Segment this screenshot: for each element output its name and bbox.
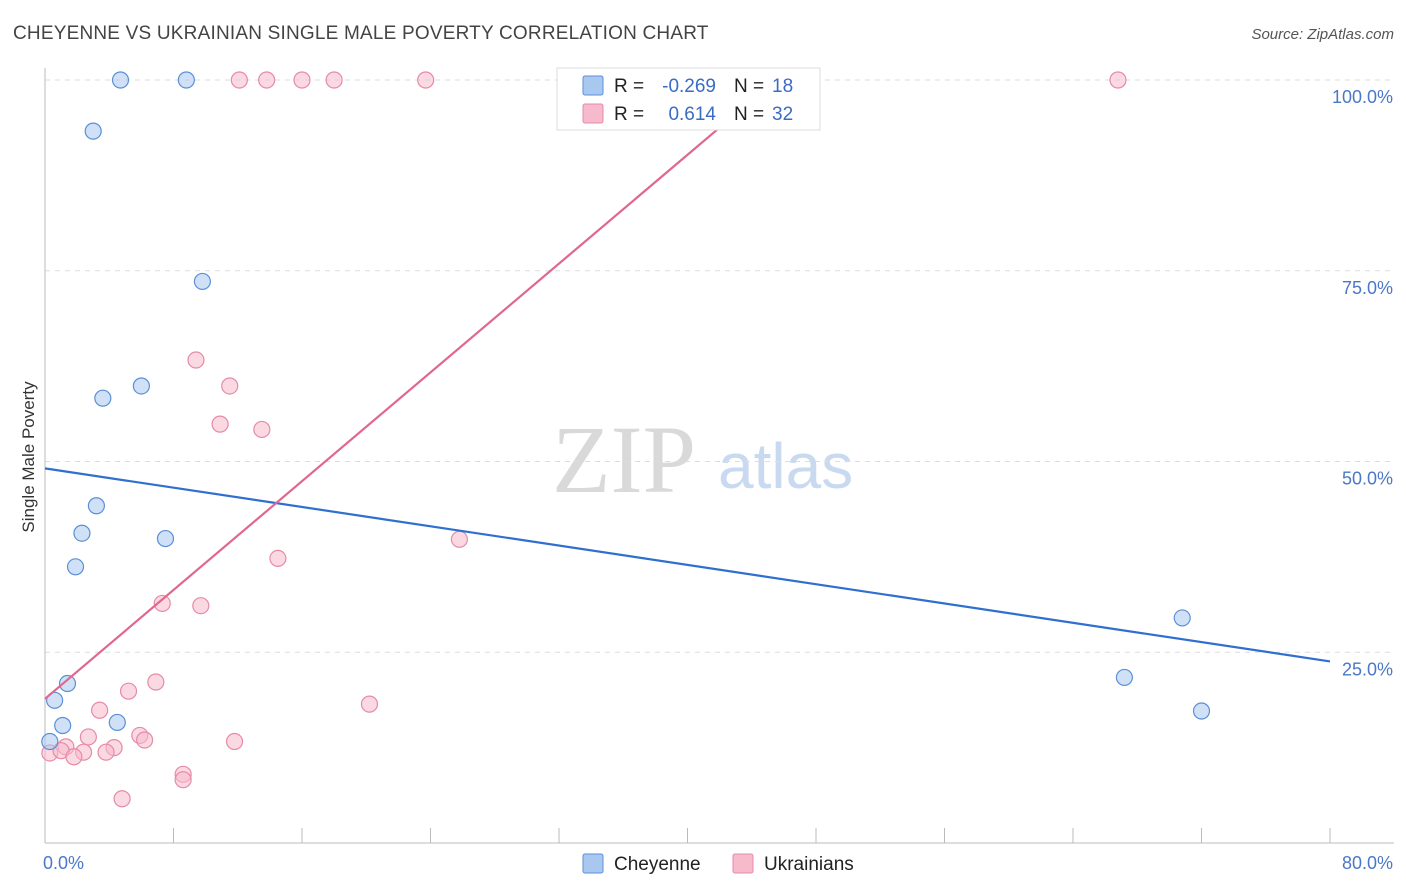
legend-cheyenne-swatch (582, 853, 604, 874)
stats-ukrainians-r-label: R = (614, 104, 644, 125)
y-axis-label: Single Male Poverty (19, 381, 38, 533)
ukrainians-point-17 (360, 695, 379, 713)
ukrainians-point-28 (97, 743, 115, 761)
ukrainians-point-11 (269, 549, 287, 568)
y-tick-label-1: 50.0% (1342, 469, 1393, 489)
stats-ukrainians-r-value: 0.614 (668, 104, 716, 125)
series-cheyenne-points (41, 71, 1211, 751)
cheyenne-point-5 (94, 389, 112, 407)
legend-cheyenne-label: Cheyenne (614, 854, 701, 875)
ukrainians-point-2 (293, 71, 311, 89)
cheyenne-point-2 (84, 122, 102, 140)
chart-title: CHEYENNE VS UKRAINIAN SINGLE MALE POVERT… (13, 23, 709, 44)
legend-ukrainians-swatch (732, 853, 754, 874)
series-ukrainians-points (41, 71, 1127, 808)
ukrainians-point-18 (79, 728, 97, 746)
ukrainians-point-6 (187, 351, 205, 369)
source-label: Source: ZipAtlas.com (1251, 26, 1394, 43)
cheyenne-point-17 (1192, 702, 1211, 720)
cheyenne-point-14 (41, 732, 59, 751)
ukrainians-point-0 (230, 71, 248, 89)
legend: Cheyenne Ukrainians (582, 853, 854, 875)
cheyenne-point-8 (156, 529, 175, 548)
ukrainians-point-14 (147, 673, 165, 691)
y-tick-labels: 25.0% 50.0% 75.0% 100.0% (1332, 87, 1393, 679)
ukrainians-point-4 (417, 71, 435, 89)
cheyenne-point-13 (108, 713, 126, 732)
ukrainians-point-3 (325, 71, 343, 89)
x-tick-label-0: 0.0% (43, 853, 84, 873)
stats-cheyenne-n-label: N = (734, 76, 764, 97)
trendlines (44, 79, 1331, 700)
cheyenne-point-15 (1115, 668, 1134, 687)
ukrainians-point-15 (119, 682, 138, 700)
ukrainians-point-31 (113, 790, 131, 808)
x-tick-labels: 0.0% 80.0% (43, 853, 1393, 873)
ukrainians-point-13 (192, 597, 210, 615)
ukrainians-point-27 (65, 748, 83, 766)
stats-cheyenne-r-label: R = (614, 76, 644, 97)
cheyenne-point-11 (46, 691, 64, 709)
stats-cheyenne-r-value: -0.269 (662, 76, 716, 97)
cheyenne-point-7 (73, 524, 91, 542)
ukrainians-point-20 (135, 731, 154, 749)
ukrainians-point-16 (91, 701, 109, 719)
y-tick-label-3: 100.0% (1332, 87, 1393, 107)
cheyenne-point-12 (54, 716, 72, 735)
axes (44, 68, 1394, 844)
ukrainians-point-8 (211, 415, 229, 433)
stats-cheyenne-swatch (582, 75, 604, 96)
cheyenne-point-16 (1173, 609, 1191, 627)
cheyenne-point-0 (111, 71, 130, 89)
ukrainians-trend-line (44, 79, 777, 700)
cheyenne-point-4 (132, 377, 150, 395)
watermark-zip: ZIP (552, 406, 696, 513)
stats-cheyenne-n-value: 18 (772, 76, 793, 97)
stats-ukrainians-swatch (582, 103, 604, 124)
ukrainians-point-21 (225, 732, 244, 751)
stats-ukrainians-n-label: N = (734, 104, 764, 125)
x-tick-label-1: 80.0% (1342, 853, 1393, 873)
stats-box: R = -0.269 N = 18 R = 0.614 N = 32 (556, 67, 821, 131)
cheyenne-point-9 (66, 558, 85, 576)
ukrainians-point-9 (253, 420, 271, 439)
y-tick-label-2: 75.0% (1342, 278, 1393, 298)
watermark: ZIP atlas (552, 406, 853, 513)
ukrainians-point-5 (1109, 71, 1127, 89)
cheyenne-point-10 (58, 674, 77, 693)
stats-ukrainians-n-value: 32 (772, 104, 793, 125)
ukrainians-point-10 (450, 530, 469, 548)
y-tick-label-0: 25.0% (1342, 659, 1393, 679)
cheyenne-point-1 (177, 71, 195, 89)
ukrainians-point-7 (221, 377, 239, 395)
gridlines (45, 79, 1394, 653)
legend-ukrainians-label: Ukrainians (764, 854, 854, 875)
cheyenne-trend-line (44, 467, 1331, 663)
ukrainians-point-1 (258, 71, 276, 89)
watermark-atlas: atlas (718, 430, 853, 502)
ukrainians-point-30 (174, 771, 192, 789)
cheyenne-point-3 (193, 272, 212, 291)
cheyenne-point-6 (87, 497, 106, 515)
ukrainians-point-12 (153, 594, 171, 613)
